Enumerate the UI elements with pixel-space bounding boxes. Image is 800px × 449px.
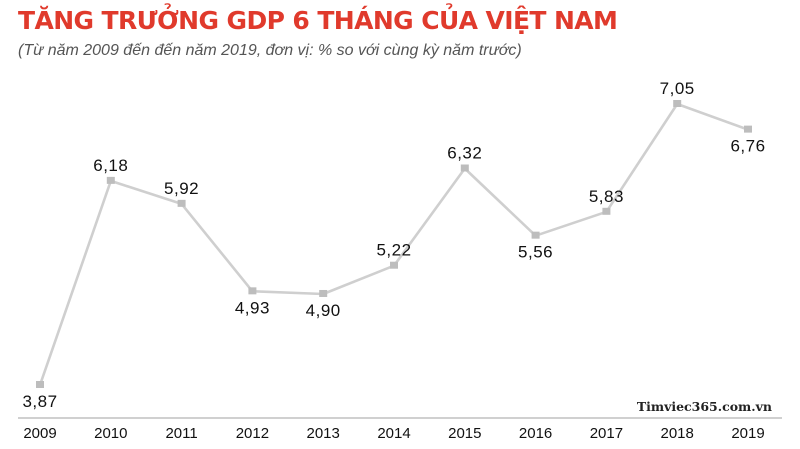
x-tick-label-2011: 2011 (165, 425, 197, 442)
data-labels: 3,87 6,18 5,92 4,93 4,90 5,22 6,32 5,56 5,83 7,05… (22, 79, 765, 411)
x-tick-label-2009: 2009 (23, 425, 56, 442)
data-marker-2019 (744, 125, 752, 133)
x-tick-label-2018: 2018 (661, 425, 694, 442)
watermark-text: Timviec365.com.vn (636, 399, 772, 414)
x-tick-label-2013: 2013 (307, 425, 340, 442)
x-tick-label-2019: 2019 (731, 425, 764, 442)
x-tick-label-2014: 2014 (377, 425, 410, 442)
x-tick-label-2010: 2010 (94, 425, 127, 442)
x-tick-label-2017: 2017 (590, 425, 623, 442)
data-marker-2011 (177, 199, 186, 207)
data-markers (36, 100, 752, 388)
data-label-2017: 5,83 (589, 187, 624, 206)
data-marker-2010 (106, 176, 115, 184)
data-marker-2009 (36, 381, 44, 388)
x-tick-label-2016: 2016 (519, 425, 552, 442)
data-label-2018: 7,05 (660, 79, 695, 98)
data-label-2013: 4,90 (306, 301, 341, 320)
chart-title: TĂNG TRƯỞNG GDP 6 THÁNG CỦA VIỆT NAM (18, 6, 618, 35)
data-label-2011: 5,92 (164, 179, 199, 198)
x-tick-labels: 2009 2010 2011 2012 2013 2014 2015 2016 2017 2018… (23, 425, 764, 442)
chart-subtitle: (Từ năm 2009 đến đến năm 2019, đơn vị: %… (18, 42, 522, 59)
data-marker-2012 (248, 287, 257, 295)
x-tick-label-2012: 2012 (236, 425, 269, 442)
x-tick-label-2015: 2015 (448, 425, 481, 442)
data-marker-2018 (673, 100, 682, 107)
data-marker-2017 (602, 207, 611, 215)
data-label-2019: 6,76 (730, 137, 765, 156)
data-marker-2013 (319, 289, 328, 297)
data-label-2016: 5,56 (518, 243, 553, 262)
data-marker-2015 (460, 164, 469, 172)
data-marker-2014 (390, 261, 398, 269)
data-label-2010: 6,18 (93, 156, 128, 175)
data-marker-2016 (531, 231, 540, 239)
data-label-2014: 5,22 (376, 241, 411, 260)
data-label-2012: 4,93 (235, 298, 270, 317)
data-label-2009: 3,87 (22, 392, 57, 411)
data-label-2015: 6,32 (447, 144, 482, 163)
